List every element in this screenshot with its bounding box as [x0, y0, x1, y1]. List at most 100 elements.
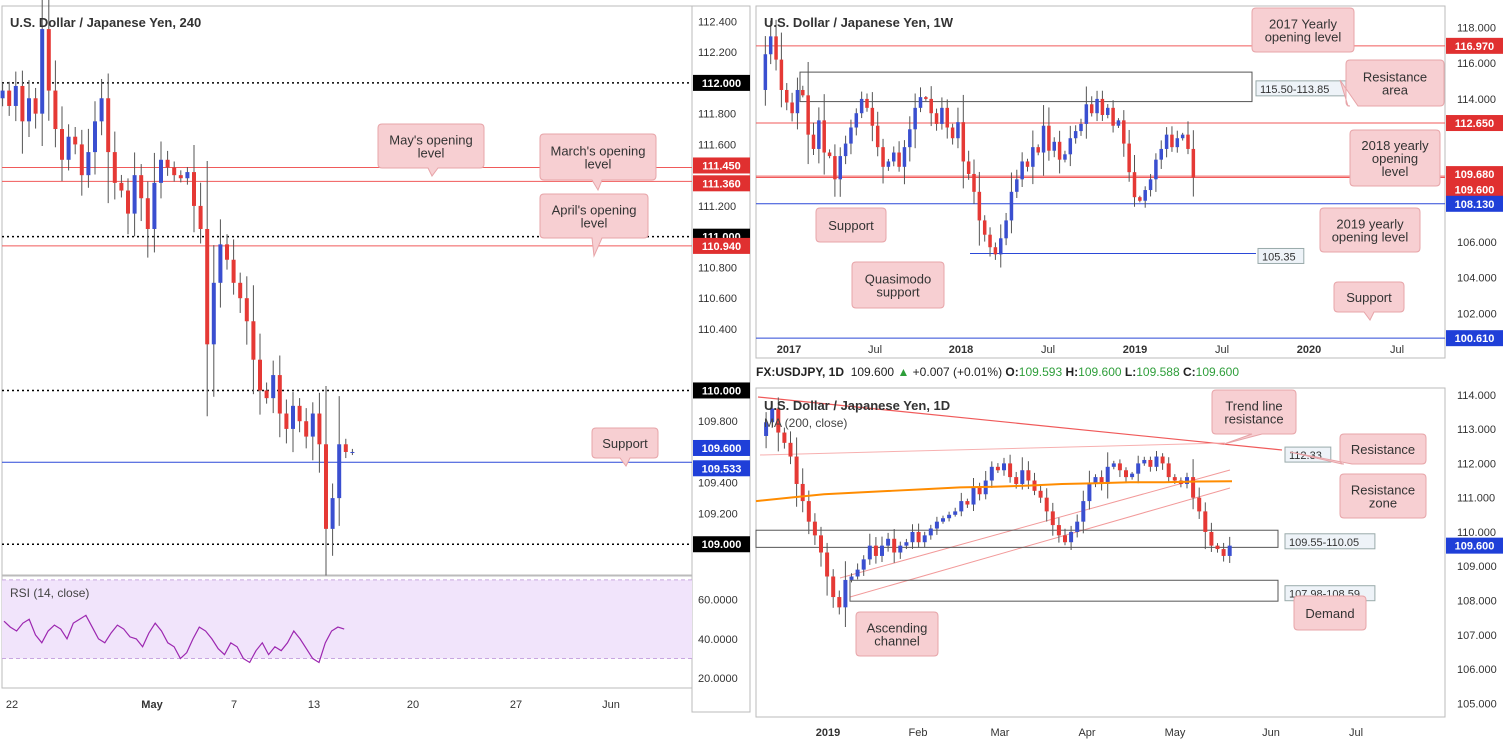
level-badge-4h-bg [693, 460, 750, 477]
candle-4h-candle [198, 205, 203, 229]
level-badge-1w-bg [1446, 37, 1503, 54]
candle-1w-candle [956, 122, 960, 139]
candle-4h-candle [159, 159, 163, 183]
candle-1d-candle [1069, 531, 1074, 543]
candle-1d-candle [812, 521, 817, 536]
candle-1w-candle [1020, 161, 1024, 180]
candle-1d-candle [1154, 456, 1159, 467]
candle-1d-candle [1197, 497, 1202, 512]
ytick-4h: 111.200 [698, 201, 736, 213]
ytick-1d: 111.000 [1457, 493, 1495, 505]
candle-1w-candle [1057, 141, 1062, 160]
candle-1w-candle [1180, 134, 1185, 139]
candle-1d-candle [1014, 477, 1019, 484]
ytick-1w: 106.000 [1457, 237, 1497, 249]
candle-4h-candle [145, 198, 150, 229]
ytick-1d: 108.000 [1457, 595, 1497, 607]
candle-4h-candle [33, 98, 38, 114]
rsi-line [3, 614, 345, 664]
chart-title-4h: U.S. Dollar / Japanese Yen, 240 [10, 15, 201, 30]
candle-1w-candle [1122, 120, 1126, 144]
candle-1w-candle [940, 107, 944, 124]
ytick-1d: 112.000 [1457, 458, 1496, 470]
candle-4h-candle [27, 98, 31, 122]
candle-1w-candle [833, 156, 837, 180]
xtick-1d: Feb [909, 727, 928, 739]
candle-1w-candle [1084, 104, 1089, 124]
candle-1d-candle [1002, 463, 1006, 471]
trendline-resistance [757, 396, 1283, 451]
level-badge-1d: 109.600 [1455, 541, 1495, 553]
panel-1d-frame [755, 387, 1446, 718]
level-badge-4h: 110.940 [702, 241, 741, 253]
callout-2017-yearly-text: opening level [1265, 30, 1342, 45]
level-badge-1w-bg [1446, 115, 1503, 132]
candle-1d-candle [1185, 477, 1189, 484]
candle-1d-candle [1087, 483, 1092, 502]
ytick-rsi: 20.0000 [698, 673, 738, 685]
zone-label-1w: 115.50-113.85 [1260, 84, 1329, 96]
candle-1w-candle [822, 120, 826, 153]
candle-4h-candle [304, 421, 309, 437]
candle-1w-candle [1031, 147, 1035, 167]
candle-4h-candle [225, 244, 229, 260]
low-value: 109.588 [1136, 365, 1180, 379]
xtick-4h: 13 [308, 699, 320, 711]
candle-1w-candle [1127, 143, 1131, 173]
candle-1d-candle [794, 456, 799, 484]
callout-quasimodo-text: support [876, 285, 920, 300]
mark-label-1d: 112.33 [1289, 450, 1322, 462]
resistance-area-box [799, 71, 1253, 103]
candle-1w-candle [1047, 125, 1051, 151]
ma-label: MA (200, close) [764, 416, 847, 430]
candle-1w-candle [1138, 197, 1142, 201]
level-badge-1w: 116.970 [1455, 41, 1494, 53]
level-badge-4h-bg [693, 439, 750, 456]
candle-1w-candle [779, 59, 784, 90]
candle-1d-candle [995, 466, 1000, 471]
candle-1d-candle [1117, 463, 1122, 471]
level-badge-1w-bg [1446, 195, 1503, 212]
candle-1d-candle [1081, 501, 1086, 522]
callout-2018-yearly-shape [1349, 129, 1441, 187]
level-badge-4h-bg [693, 536, 750, 553]
candle-1d-candle [776, 408, 781, 433]
xtick-1w: Jul [1041, 344, 1055, 356]
level-badge-1d-bg [1446, 537, 1503, 554]
candle-4h-candle [99, 98, 104, 122]
candle-1w-candle [843, 143, 848, 157]
candle-1w-candle [961, 122, 966, 162]
callout-ascending-channel-text: Ascending [867, 621, 928, 636]
callout-trendline-text: resistance [1224, 412, 1283, 427]
candle-4h-candle [119, 182, 124, 191]
callout-2019-yearly-text: 2019 yearly [1336, 217, 1404, 232]
candle-4h-candle [310, 413, 315, 437]
candle-4h-candle [244, 298, 249, 322]
candle-1d-candle [1050, 511, 1055, 526]
candle-4h-candle [317, 413, 322, 445]
zone-label-1d-bg [1284, 533, 1376, 550]
candle-1w-candle [875, 125, 880, 148]
xtick-1d: Jun [1262, 727, 1280, 739]
candle-1d-candle [1008, 463, 1013, 478]
candle-1w-candle [849, 127, 853, 144]
candle-4h-candle [172, 167, 177, 176]
candle-1d-candle [959, 501, 964, 512]
callout-resistance-area-text: area [1382, 83, 1409, 98]
candle-1w-candle [838, 156, 842, 180]
xtick-4h: 20 [407, 699, 419, 711]
candle-1d-candle [977, 487, 982, 495]
xtick-1w: Jul [1390, 344, 1404, 356]
candle-1w-candle [1116, 120, 1121, 126]
candle-1w-candle [1025, 161, 1030, 167]
candle-1d-candle [1026, 470, 1031, 481]
xtick-1w: 2020 [1297, 344, 1321, 356]
candle-1w-candle [811, 134, 816, 149]
candle-1w-candle [1159, 148, 1163, 160]
callout-may-open-shape [377, 123, 485, 177]
ytick-1d: 107.000 [1457, 630, 1497, 642]
level-badge-4h: 109.600 [702, 443, 742, 455]
candle-4h-candle [106, 98, 111, 153]
